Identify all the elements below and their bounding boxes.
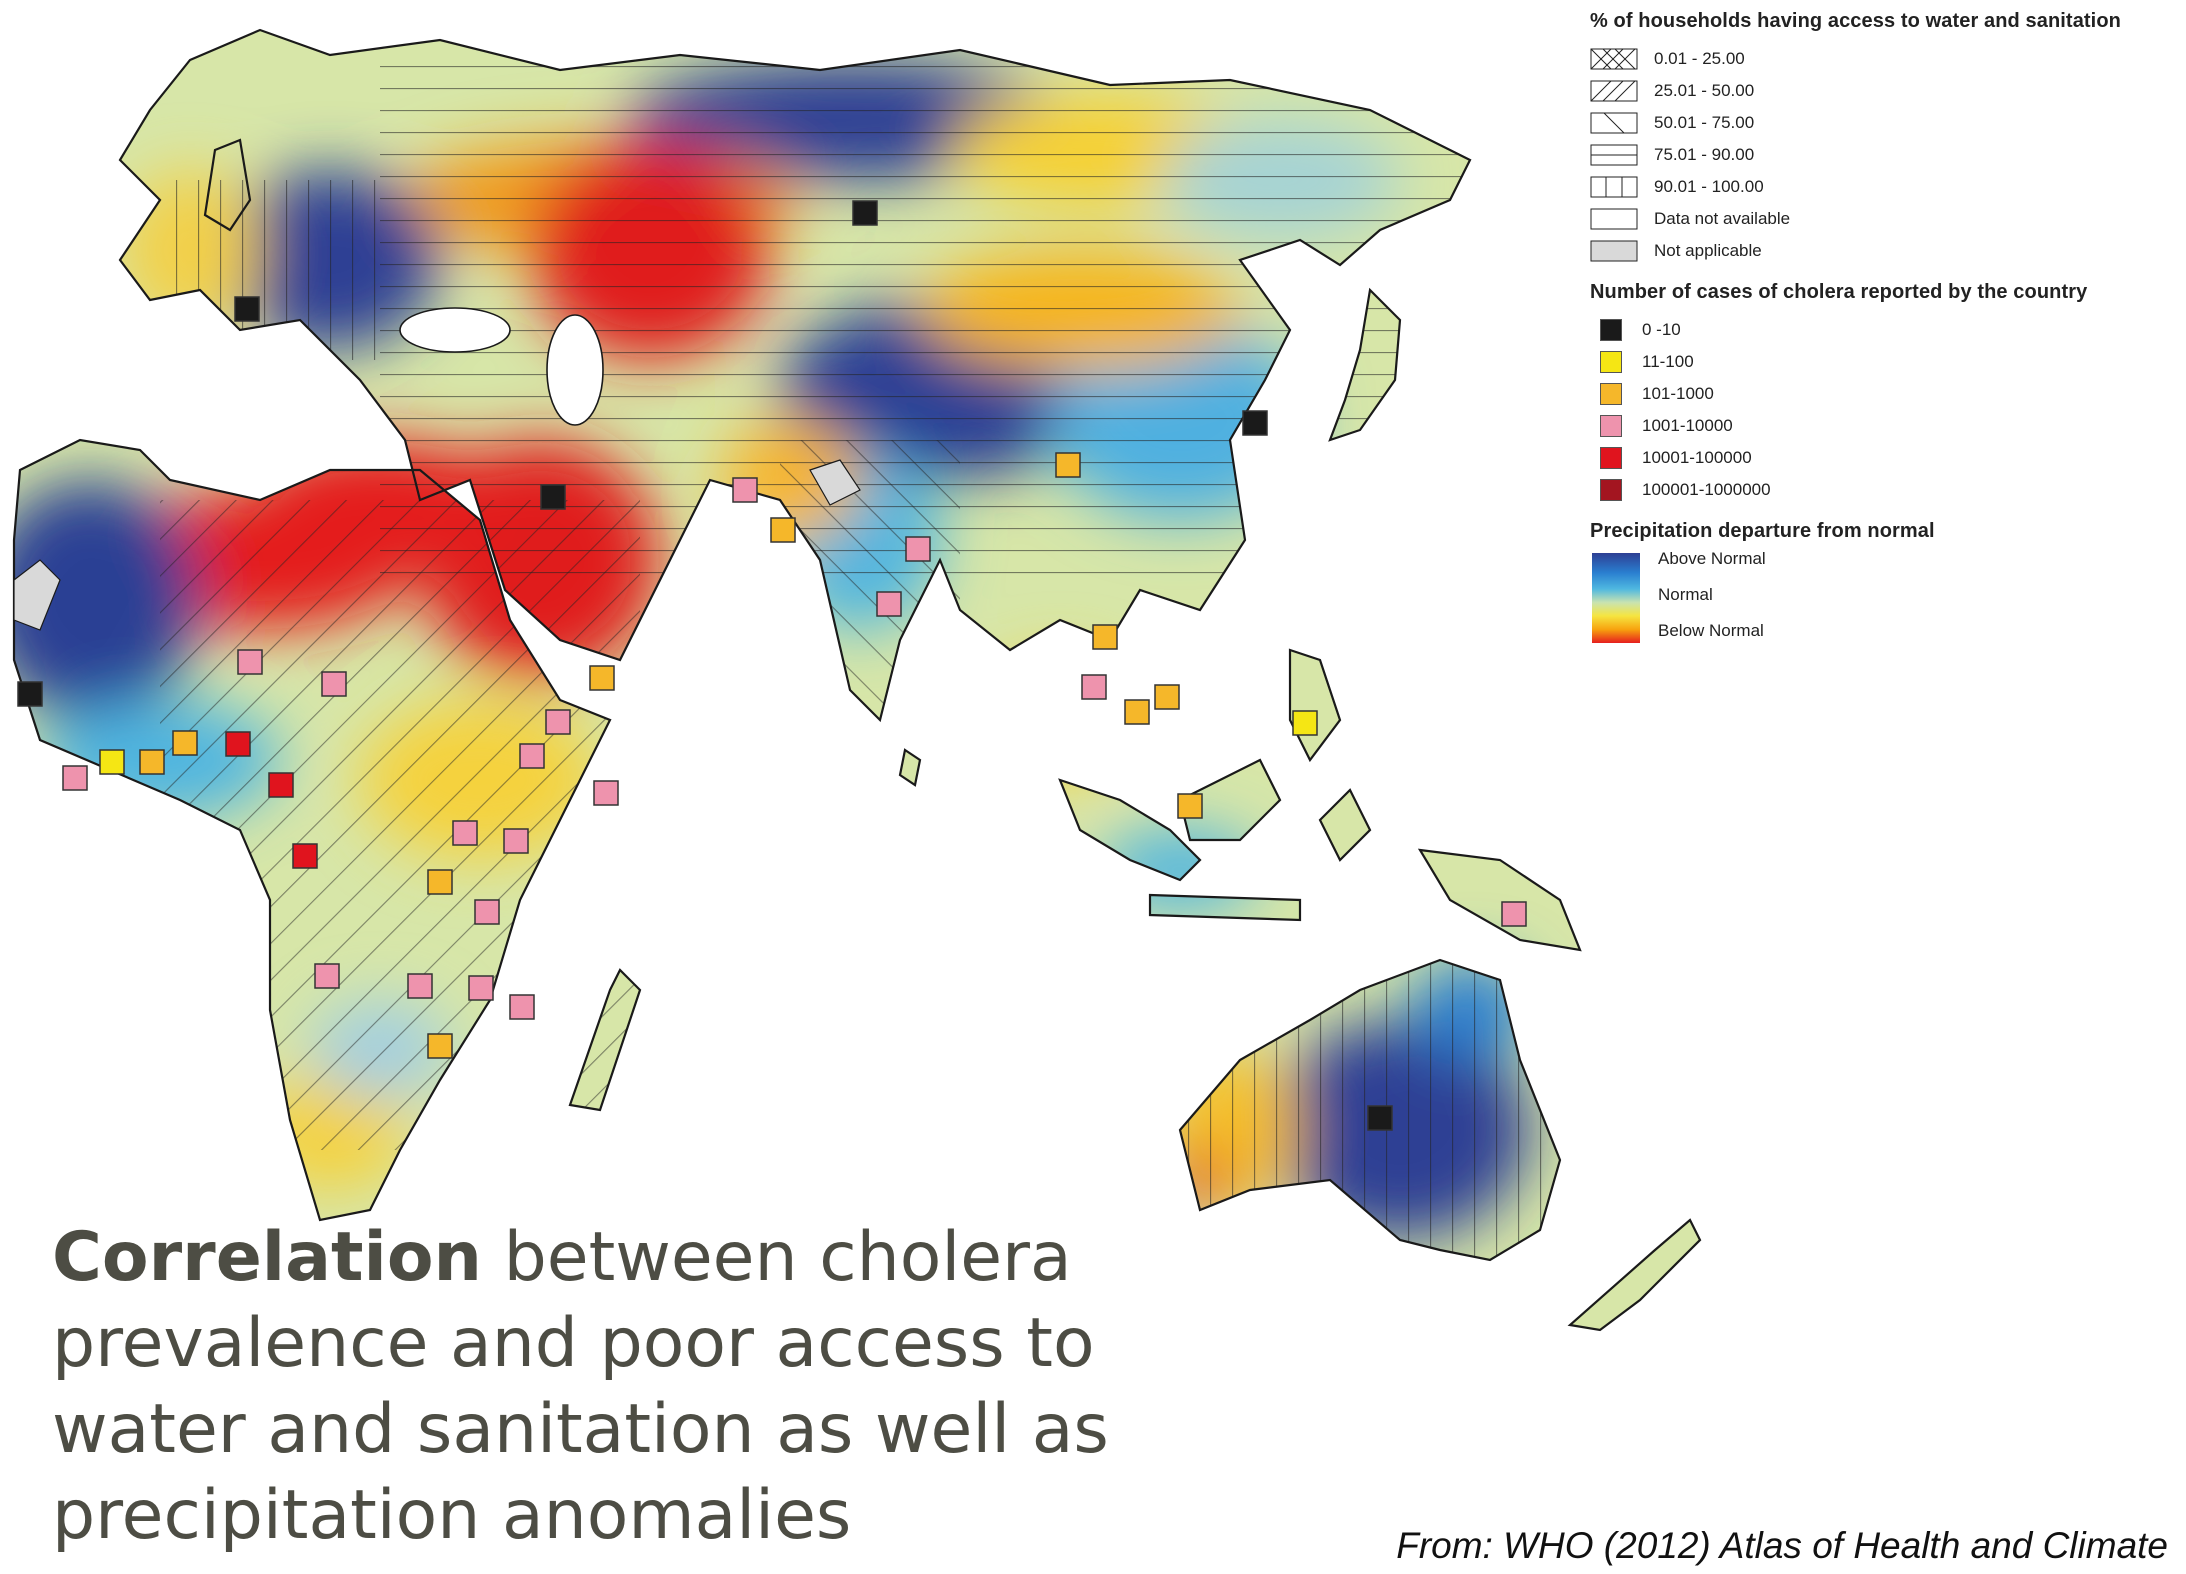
precipitation-gradient-bar bbox=[1592, 553, 1640, 643]
legend-label-above-normal: Above Normal bbox=[1658, 549, 1766, 569]
precipitation-legend-title: Precipitation departure from normal bbox=[1590, 520, 2180, 543]
legend-label: 90.01 - 100.00 bbox=[1654, 177, 1764, 197]
legend-label: 0 -10 bbox=[1642, 320, 1681, 340]
cholera-marker bbox=[475, 900, 499, 924]
cholera-marker bbox=[546, 710, 570, 734]
slide-caption: Correlation between cholera prevalence a… bbox=[52, 1215, 1212, 1559]
map-legend: % of households having access to water a… bbox=[1590, 10, 2180, 643]
cholera-swatch bbox=[1600, 319, 1622, 341]
legend-item-horizontal: 75.01 - 90.00 bbox=[1590, 139, 2180, 171]
cholera-marker bbox=[1502, 902, 1526, 926]
cholera-marker bbox=[140, 750, 164, 774]
cholera-swatch bbox=[1600, 351, 1622, 373]
cholera-marker bbox=[1368, 1106, 1392, 1130]
legend-label: 1001-10000 bbox=[1642, 416, 1733, 436]
cholera-marker bbox=[541, 485, 565, 509]
legend-label: 101-1000 bbox=[1642, 384, 1714, 404]
legend-item-sparse-diagonal: 50.01 - 75.00 bbox=[1590, 107, 2180, 139]
grey-swatch-icon bbox=[1590, 240, 1638, 262]
legend-item-crosshatch: 0.01 - 25.00 bbox=[1590, 43, 2180, 75]
water-access-legend: 0.01 - 25.00 25.01 - 50.00 50.01 - 75.00… bbox=[1590, 43, 2180, 267]
legend-label: 11-100 bbox=[1642, 352, 1694, 372]
cholera-marker bbox=[453, 821, 477, 845]
cholera-marker bbox=[504, 829, 528, 853]
legend-label: 25.01 - 50.00 bbox=[1654, 81, 1754, 101]
cholera-marker bbox=[428, 870, 452, 894]
legend-item-blank: Data not available bbox=[1590, 203, 2180, 235]
cholera-marker bbox=[18, 682, 42, 706]
cholera-marker bbox=[173, 731, 197, 755]
caption-bold: Correlation bbox=[52, 1218, 482, 1297]
source-citation: From: WHO (2012) Atlas of Health and Cli… bbox=[1396, 1525, 2168, 1567]
legend-item-vertical: 90.01 - 100.00 bbox=[1590, 171, 2180, 203]
cholera-marker bbox=[510, 995, 534, 1019]
cholera-swatch bbox=[1600, 479, 1622, 501]
legend-label: 75.01 - 90.00 bbox=[1654, 145, 1754, 165]
legend-item-cholera: 101-1000 bbox=[1590, 378, 2180, 410]
horizontal-lines-swatch-icon bbox=[1590, 144, 1638, 166]
legend-label: 50.01 - 75.00 bbox=[1654, 113, 1754, 133]
cholera-marker bbox=[877, 592, 901, 616]
cholera-marker bbox=[906, 537, 930, 561]
cholera-marker bbox=[226, 732, 250, 756]
cholera-marker bbox=[238, 650, 262, 674]
legend-item-cholera: 0 -10 bbox=[1590, 314, 2180, 346]
legend-item-cholera: 10001-100000 bbox=[1590, 442, 2180, 474]
cholera-swatch bbox=[1600, 383, 1622, 405]
precipitation-legend: Above Normal Normal Below Normal bbox=[1590, 553, 2180, 643]
cholera-marker bbox=[63, 766, 87, 790]
cholera-marker bbox=[428, 1034, 452, 1058]
dense-diagonal-swatch-icon bbox=[1590, 80, 1638, 102]
cholera-marker bbox=[315, 964, 339, 988]
cholera-marker bbox=[1155, 685, 1179, 709]
cholera-marker bbox=[853, 201, 877, 225]
cholera-marker bbox=[1243, 411, 1267, 435]
cholera-marker bbox=[100, 750, 124, 774]
cholera-marker bbox=[594, 781, 618, 805]
cholera-marker bbox=[1082, 675, 1106, 699]
cholera-marker bbox=[1293, 711, 1317, 735]
legend-label-below-normal: Below Normal bbox=[1658, 621, 1766, 641]
legend-item-cholera: 1001-10000 bbox=[1590, 410, 2180, 442]
cholera-marker bbox=[235, 297, 259, 321]
cholera-marker bbox=[771, 518, 795, 542]
cholera-legend-title: Number of cases of cholera reported by t… bbox=[1590, 281, 2180, 304]
cholera-marker bbox=[408, 974, 432, 998]
blank-swatch-icon bbox=[1590, 208, 1638, 230]
legend-label-normal: Normal bbox=[1658, 585, 1766, 605]
legend-item-grey: Not applicable bbox=[1590, 235, 2180, 267]
cholera-marker bbox=[1056, 453, 1080, 477]
cholera-marker bbox=[733, 478, 757, 502]
cholera-marker bbox=[469, 976, 493, 1000]
cholera-marker bbox=[590, 666, 614, 690]
legend-item-cholera: 11-100 bbox=[1590, 346, 2180, 378]
water-access-legend-title: % of households having access to water a… bbox=[1590, 10, 2180, 33]
legend-label: 10001-100000 bbox=[1642, 448, 1752, 468]
cholera-swatch bbox=[1600, 447, 1622, 469]
legend-label: Not applicable bbox=[1654, 241, 1762, 261]
legend-label: Data not available bbox=[1654, 209, 1790, 229]
cholera-marker bbox=[322, 672, 346, 696]
crosshatch-swatch-icon bbox=[1590, 48, 1638, 70]
cholera-marker bbox=[1178, 794, 1202, 818]
legend-item-dense-diagonal: 25.01 - 50.00 bbox=[1590, 75, 2180, 107]
legend-label: 0.01 - 25.00 bbox=[1654, 49, 1745, 69]
cholera-marker bbox=[1125, 700, 1149, 724]
legend-item-cholera: 100001-1000000 bbox=[1590, 474, 2180, 506]
cholera-legend: 0 -10 11-100 101-1000 1001-10000 10001-1… bbox=[1590, 314, 2180, 506]
cholera-marker bbox=[520, 744, 544, 768]
legend-label: 100001-1000000 bbox=[1642, 480, 1771, 500]
cholera-marker bbox=[1093, 625, 1117, 649]
sparse-diagonal-swatch-icon bbox=[1590, 112, 1638, 134]
cholera-marker bbox=[293, 844, 317, 868]
cholera-marker bbox=[269, 773, 293, 797]
cholera-swatch bbox=[1600, 415, 1622, 437]
vertical-lines-swatch-icon bbox=[1590, 176, 1638, 198]
